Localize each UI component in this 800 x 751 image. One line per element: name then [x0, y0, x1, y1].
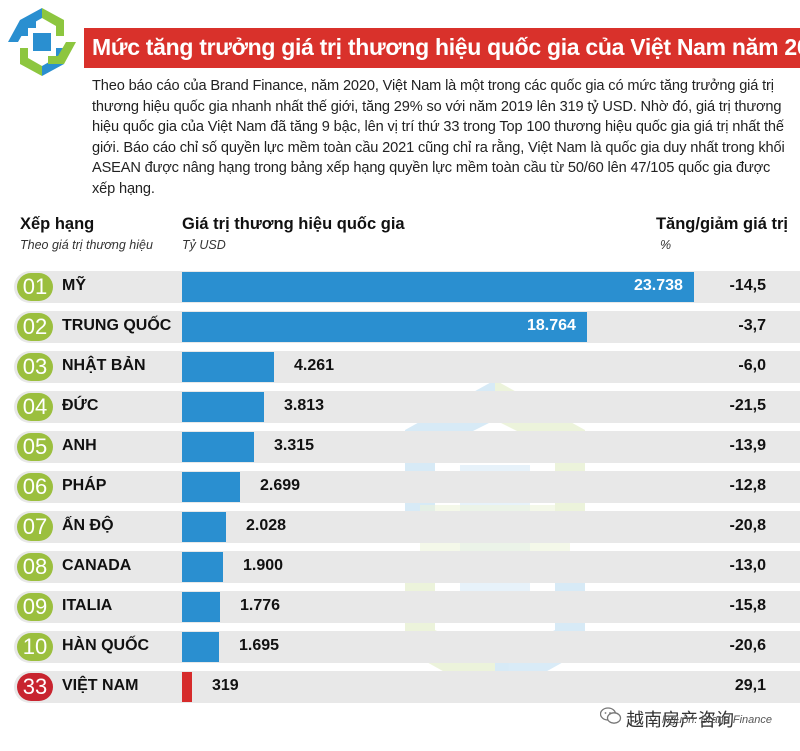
change-value: -13,9 — [729, 437, 766, 454]
change-column-header: Tăng/giảm giá trị — [655, 215, 788, 233]
row-background — [14, 671, 800, 703]
country-label: NHẬT BẢN — [62, 357, 146, 374]
rank-badge: 08 — [17, 553, 53, 581]
source-note: Nguồn: Brand Finance — [661, 714, 772, 726]
country-label: TRUNG QUỐC — [62, 317, 172, 334]
country-label: PHÁP — [62, 477, 107, 494]
row-background — [14, 471, 800, 503]
row-background — [14, 391, 800, 423]
change-value: -14,5 — [729, 277, 766, 294]
change-value: -3,7 — [738, 317, 766, 334]
value-label: 3.315 — [274, 437, 315, 454]
value-label: 319 — [212, 677, 239, 694]
value-bar — [182, 512, 226, 542]
chart-title: Mức tăng trưởng giá trị thương hiệu quốc… — [92, 34, 800, 60]
change-value: -13,0 — [729, 557, 766, 574]
chart-row: 02 TRUNG QUỐC 18.764 -3,7 — [0, 310, 800, 344]
row-background — [14, 591, 800, 623]
chart-row: 08 CANADA 1.900 -13,0 — [0, 550, 800, 584]
value-label: 18.764 — [527, 317, 576, 334]
row-background — [14, 631, 800, 663]
row-background — [14, 551, 800, 583]
rank-badge: 01 — [17, 273, 53, 301]
change-value: -20,8 — [729, 517, 766, 534]
row-background — [14, 431, 800, 463]
rank-badge: 07 — [17, 513, 53, 541]
country-label: ITALIA — [62, 597, 113, 614]
country-label: VIỆT NAM — [62, 677, 139, 694]
rank-badge: 33 — [17, 673, 53, 701]
rank-column-subheader: Theo giá trị thương hiệu — [20, 238, 153, 252]
change-value: -6,0 — [738, 357, 766, 374]
change-value: -21,5 — [729, 397, 766, 414]
rank-badge: 02 — [17, 313, 53, 341]
value-bar — [182, 472, 240, 502]
row-background — [14, 511, 800, 543]
row-background — [14, 351, 800, 383]
value-label: 23.738 — [634, 277, 683, 294]
value-bar — [182, 552, 223, 582]
value-label: 1.776 — [240, 597, 281, 614]
title-banner: Mức tăng trưởng giá trị thương hiệu quốc… — [84, 28, 800, 68]
chart-row: 04 ĐỨC 3.813 -21,5 — [0, 390, 800, 424]
change-value: -20,6 — [729, 637, 766, 654]
chart-row: 05 ANH 3.315 -13,9 — [0, 430, 800, 464]
change-column-subheader: % — [660, 238, 672, 252]
change-value: 29,1 — [734, 677, 766, 694]
rank-badge: 09 — [17, 593, 53, 621]
value-label: 4.261 — [294, 357, 335, 374]
value-label: 1.695 — [239, 637, 280, 654]
chart-row: 09 ITALIA 1.776 -15,8 — [0, 590, 800, 624]
chart-row: 03 NHẬT BẢN 4.261 -6,0 — [0, 350, 800, 384]
country-label: ĐỨC — [62, 397, 99, 414]
country-label: CANADA — [62, 557, 132, 574]
country-label: MỸ — [62, 277, 86, 294]
chart-row: 06 PHÁP 2.699 -12,8 — [0, 470, 800, 504]
change-value: -12,8 — [729, 477, 766, 494]
intro-paragraph: Theo báo cáo của Brand Finance, năm 2020… — [92, 78, 785, 197]
chart-row: 01 MỸ 23.738 -14,5 — [0, 270, 800, 304]
rank-badge: 10 — [17, 633, 53, 661]
country-label: ẤN ĐỘ — [62, 517, 114, 534]
rank-badge: 06 — [17, 473, 53, 501]
value-label: 1.900 — [243, 557, 284, 574]
chart-row: 10 HÀN QUỐC 1.695 -20,6 — [0, 630, 800, 664]
value-column-header: Giá trị thương hiệu quốc gia — [182, 215, 405, 233]
value-bar — [182, 432, 254, 462]
rank-badge: 05 — [17, 433, 53, 461]
value-bar — [182, 272, 694, 302]
value-bar — [182, 632, 219, 662]
value-bar — [182, 392, 264, 422]
value-column-subheader: Tỷ USD — [182, 238, 226, 252]
chart-row: 33 VIỆT NAM 319 29,1 — [0, 670, 800, 704]
rank-badge: 03 — [17, 353, 53, 381]
value-bar — [182, 352, 274, 382]
value-bar — [182, 672, 192, 702]
rank-badge: 04 — [17, 393, 53, 421]
rank-column-header: Xếp hạng — [20, 215, 95, 233]
country-label: ANH — [62, 437, 97, 454]
change-value: -15,8 — [729, 597, 766, 614]
value-label: 3.813 — [284, 397, 325, 414]
wechat-icon — [600, 707, 622, 724]
value-label: 2.028 — [246, 517, 287, 534]
value-label: 2.699 — [260, 477, 301, 494]
value-bar — [182, 592, 220, 622]
country-label: HÀN QUỐC — [62, 637, 150, 654]
publisher-logo — [8, 8, 76, 76]
watermark-text: 越南房产咨询 — [626, 710, 734, 730]
chart-row: 07 ẤN ĐỘ 2.028 -20,8 — [0, 510, 800, 544]
value-bar — [182, 312, 587, 342]
